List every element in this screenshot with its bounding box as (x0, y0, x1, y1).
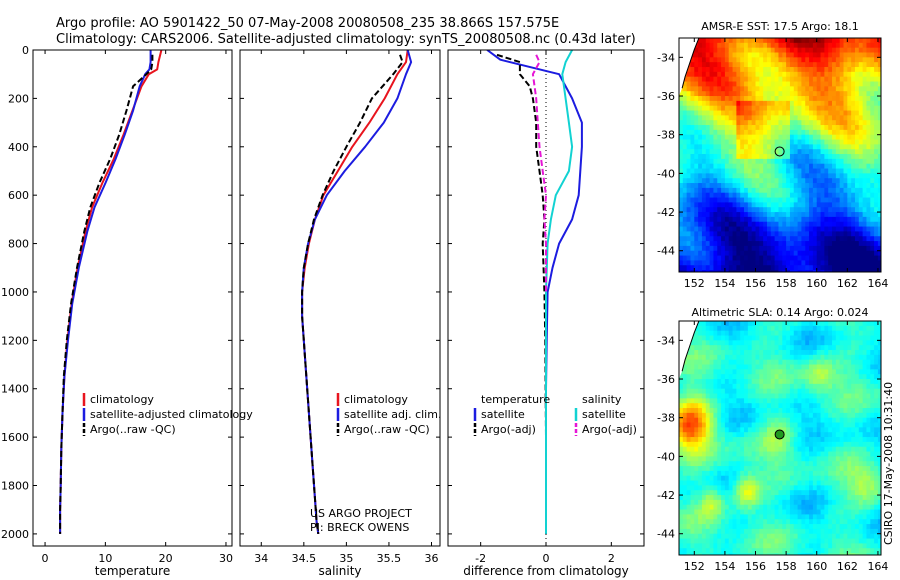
difference-series-satellite-2 (545, 50, 574, 534)
y-tick-label: 800 (8, 238, 29, 251)
argo-float-marker (774, 146, 785, 157)
x-tick-label: 0 (543, 552, 550, 565)
salinity-frame (239, 49, 441, 547)
lon-tick-label: 156 (745, 277, 766, 290)
x-tick-label: 35.5 (377, 552, 402, 565)
lon-tick-label: 158 (776, 277, 797, 290)
sla-map-frame (678, 320, 882, 556)
x-tick-label: 35 (339, 552, 353, 565)
temperature-frame (32, 49, 233, 547)
temperature-x-axis-label: temperature (95, 564, 170, 578)
sla-map-title: Altimetric SLA: 0.14 Argo: 0.024 (691, 306, 868, 319)
salinity-x-axis-label: salinity (318, 564, 361, 578)
lat-tick-label: -44 (657, 528, 675, 541)
y-tick-label: 1600 (1, 431, 29, 444)
lat-tick-label: -34 (657, 334, 675, 347)
lat-tick-label: -40 (657, 167, 675, 180)
lon-tick-label: 156 (745, 560, 766, 573)
lon-tick-label: 154 (714, 560, 735, 573)
credit-pi: PI: BRECK OWENS (310, 521, 409, 534)
sst-map-frame (678, 37, 882, 273)
salinity-legend: climatology satellite adj. clim. Argo(..… (336, 393, 441, 436)
y-tick-label: 1200 (1, 334, 29, 347)
lon-tick-label: 160 (806, 277, 827, 290)
lat-tick-label: -38 (657, 412, 675, 425)
csiro-timestamp: CSIRO 17-May-2008 10:31:40 (882, 382, 895, 545)
credit-project: US ARGO PROJECT (310, 507, 412, 520)
lat-tick-label: -34 (657, 51, 675, 64)
land-mask (679, 38, 699, 96)
header-line-1: Argo profile: AO 5901422_50 07-May-2008 … (56, 16, 559, 31)
y-tick-label: 400 (8, 141, 29, 154)
difference-legend: temperature salinity satellite Argo(-adj… (473, 393, 637, 436)
lat-tick-label: -42 (657, 489, 675, 502)
temperature-series-argo-raw-qc--2 (59, 54, 154, 534)
temperature-plot-area (33, 50, 232, 546)
y-tick-label: 200 (8, 92, 29, 105)
y-tick-label: 0 (22, 44, 29, 57)
lon-tick-label: 160 (806, 560, 827, 573)
lat-tick-label: -36 (657, 90, 675, 103)
lon-tick-label: 154 (714, 277, 735, 290)
legend-group-salinity: salinity (582, 393, 622, 406)
legend-label-satellite: satellite adj. clim. (344, 408, 441, 421)
y-tick-label: 1800 (1, 480, 29, 493)
legend-label-climatology: climatology (344, 393, 408, 406)
sst-map-title: AMSR-E SST: 17.5 Argo: 18.1 (701, 20, 859, 33)
legend-label-sal-satellite: satellite (582, 408, 626, 421)
sla-map: -34 -36 -38 -40 -42 -44 152 154 156 158 160 162 164 (657, 320, 888, 573)
x-tick-label: 0 (42, 552, 49, 565)
difference-x-axis-label: difference from climatology (463, 564, 629, 578)
coastline (681, 321, 700, 372)
legend-label-argo: Argo(..raw -QC) (90, 423, 176, 436)
salinity-plot-area (240, 50, 440, 546)
lon-tick-label: 164 (867, 560, 888, 573)
legend-label-sal-argo: Argo(-adj) (582, 423, 637, 436)
lat-tick-label: -44 (657, 245, 675, 258)
lon-tick-label: 164 (867, 277, 888, 290)
salinity-series-argo-raw-qc--2 (301, 54, 404, 535)
salinity-profile-plot: 34 34.5 35 35.5 36 salinity (239, 49, 441, 578)
temperature-profile-plot: 0 200 400 600 800 1000 1200 1400 1600 1800 2000 0 10… (1, 44, 233, 578)
temperature-legend: climatology satellite-adjusted climatolo… (82, 393, 253, 436)
argo-float-marker (774, 429, 785, 440)
x-tick-label: 30 (219, 552, 233, 565)
lon-tick-label: 162 (837, 560, 858, 573)
legend-label-temp-satellite: satellite (481, 408, 525, 421)
y-tick-label: 600 (8, 189, 29, 202)
x-tick-label: 2 (608, 552, 615, 565)
lat-tick-label: -38 (657, 129, 675, 142)
lat-tick-label: -42 (657, 206, 675, 219)
x-tick-label: 34 (254, 552, 268, 565)
legend-label-climatology: climatology (90, 393, 154, 406)
x-tick-label: 34.5 (292, 552, 317, 565)
difference-series-argo-adj--3 (531, 54, 547, 292)
legend-group-temperature: temperature (481, 393, 550, 406)
x-tick-label: 36 (424, 552, 438, 565)
lon-tick-label: 158 (776, 560, 797, 573)
x-tick-label: 10 (98, 552, 112, 565)
coastline (681, 38, 700, 89)
lon-tick-label: 152 (684, 277, 705, 290)
header-line-2: Climatology: CARS2006. Satellite-adjuste… (56, 32, 636, 47)
y-tick-label: 1400 (1, 383, 29, 396)
legend-label-satellite: satellite-adjusted climatology (90, 408, 253, 421)
x-tick-label: 20 (159, 552, 173, 565)
lon-tick-label: 162 (837, 277, 858, 290)
legend-label-argo: Argo(..raw -QC) (344, 423, 430, 436)
y-tick-label: 1000 (1, 286, 29, 299)
x-tick-label: -2 (475, 552, 486, 565)
y-tick-label: 2000 (1, 528, 29, 541)
lat-tick-label: -40 (657, 450, 675, 463)
lat-tick-label: -36 (657, 373, 675, 386)
sst-map: -34 -36 -38 -40 -42 -44 152 154 156 158 160 162 164 (657, 37, 888, 290)
land-mask (679, 321, 699, 379)
legend-label-temp-argo: Argo(-adj) (481, 423, 536, 436)
lon-tick-label: 152 (684, 560, 705, 573)
